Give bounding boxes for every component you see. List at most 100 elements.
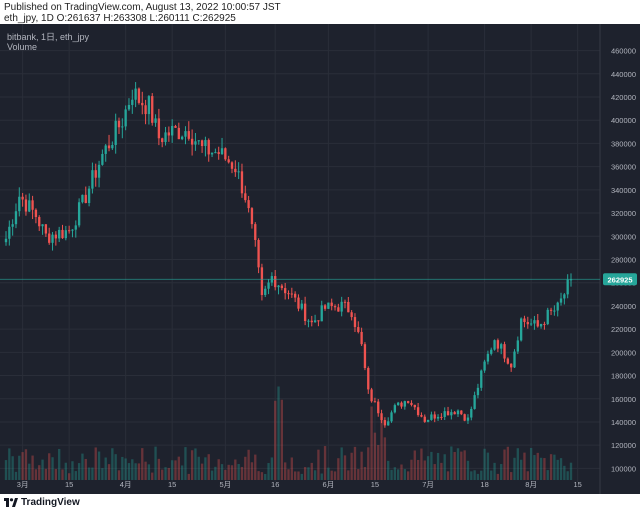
volume-bar [443, 454, 446, 480]
y-tick-label: 340000 [611, 186, 636, 195]
volume-bar [247, 449, 250, 480]
volume-bar [293, 471, 297, 480]
candle-body [217, 152, 220, 155]
volume-bar [34, 469, 38, 480]
volume-bar [127, 463, 131, 480]
candle-body [320, 305, 323, 322]
volume-bar [403, 469, 406, 480]
volume-bar [200, 463, 204, 480]
candle-body [413, 404, 416, 408]
candle-body [377, 401, 380, 414]
volume-bar [121, 456, 124, 480]
candle-body [480, 370, 483, 388]
candle-body [347, 301, 350, 313]
volume-bar [320, 473, 323, 480]
volume-bar [333, 471, 337, 480]
volume-bar [4, 460, 8, 480]
candle-body [466, 417, 470, 421]
volume-bar [101, 468, 104, 480]
volume-bar [157, 458, 161, 480]
candle-body [250, 208, 254, 225]
candle-body [107, 145, 111, 149]
candle-body [317, 320, 320, 322]
y-tick-label: 220000 [611, 325, 636, 334]
candle-body [546, 309, 549, 325]
volume-bar [343, 455, 347, 480]
last-price-box [603, 273, 637, 286]
candle-body [121, 126, 124, 128]
candle-body [503, 344, 506, 359]
volume-bar [230, 465, 234, 480]
volume-bar [264, 473, 267, 480]
candle-body [171, 125, 174, 136]
volume-bar [513, 457, 516, 480]
volume-bar [51, 457, 54, 480]
volume-bar [307, 467, 310, 480]
volume-bar [313, 470, 317, 480]
volume-bar [536, 452, 539, 480]
candlestick-chart[interactable]: 100000 120000 140000 160000 180000 200000 2200… [0, 24, 640, 494]
volume-bar [171, 460, 174, 480]
volume-bar [486, 452, 490, 480]
volume-bar [310, 462, 313, 480]
volume-bar [546, 470, 549, 480]
candle-body [303, 303, 307, 322]
volume-bar [456, 448, 460, 480]
candle-body [463, 414, 466, 421]
candle-body [267, 282, 270, 289]
volume-bar [124, 458, 127, 480]
x-tick-label: 16 [271, 480, 279, 489]
y-tick-label: 440000 [611, 70, 636, 79]
volume-bar [141, 448, 144, 480]
x-tick-label: 3月 [17, 480, 29, 489]
volume-bar [167, 467, 171, 480]
candle-body [490, 349, 493, 354]
candle-body [566, 279, 569, 295]
candle-body [71, 229, 74, 231]
volume-bar [214, 466, 217, 480]
y-tick-label: 400000 [611, 116, 636, 125]
y-tick-label: 460000 [611, 47, 636, 56]
y-tick-label: 120000 [611, 441, 636, 450]
volume-bar [436, 452, 440, 480]
volume-bar [94, 447, 97, 480]
candle-body [177, 127, 180, 140]
candle-body [104, 145, 107, 154]
volume-bar [353, 446, 357, 480]
volume-bar [134, 463, 137, 480]
candle-body [200, 140, 204, 147]
candle-body [144, 105, 147, 115]
x-tick-label: 15 [168, 480, 176, 489]
candle-body [91, 170, 94, 189]
volume-bar [177, 456, 180, 480]
tradingview-logo[interactable]: TradingView [4, 497, 80, 508]
volume-bar [194, 448, 197, 480]
volume-bar [383, 437, 387, 480]
y-tick-label: 180000 [611, 372, 636, 381]
volume-bar [240, 466, 244, 480]
volume-bar [77, 463, 81, 480]
candle-body [390, 412, 393, 422]
candle-body [44, 224, 48, 234]
candle-body [274, 276, 277, 288]
volume-bar [270, 457, 274, 480]
y-tick-label: 140000 [611, 418, 636, 427]
candle-body [337, 307, 340, 312]
volume-bar [380, 416, 383, 480]
candle-body [387, 421, 390, 426]
volume-bar [147, 464, 151, 480]
candle-body [147, 96, 151, 115]
candle-body [134, 88, 137, 100]
candle-body [410, 402, 413, 405]
volume-bar [11, 456, 14, 480]
candle-body [569, 279, 573, 281]
volume-bar [237, 463, 240, 480]
y-tick-label: 240000 [611, 302, 636, 311]
volume-bar [54, 469, 58, 480]
candle-body [58, 229, 61, 239]
candle-body [210, 152, 214, 155]
volume-label: Volume [7, 42, 37, 52]
candle-body [257, 239, 260, 268]
volume-bar [516, 448, 519, 480]
candle-body [420, 415, 423, 417]
